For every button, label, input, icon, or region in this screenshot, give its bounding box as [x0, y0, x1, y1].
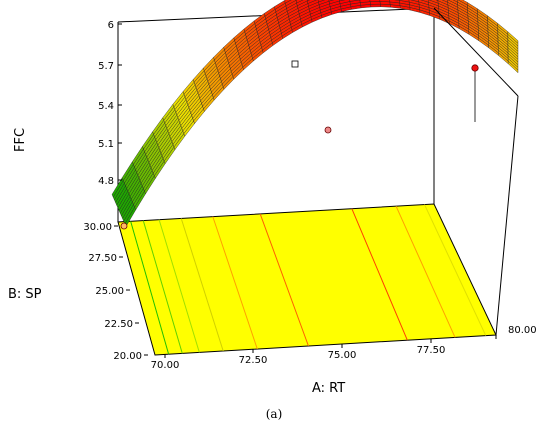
surface-patch: [284, 0, 297, 7]
floor-contour-line: [158, 219, 200, 353]
floor-contour-line: [395, 205, 456, 338]
floor-plane: [117, 203, 497, 356]
y-tick-label: 25.00: [95, 286, 124, 297]
z-axis-title: FFC: [13, 128, 28, 152]
surface-patch: [328, 0, 334, 2]
y-tick-label: 22.50: [104, 319, 133, 330]
y-tick-label: 20.00: [113, 351, 142, 362]
surface-patch: [284, 0, 292, 4]
axis-ticks: 6 5.7 5.4 5.1 4.8 20.00 22.50 25.00 27.50 30.00 70…: [83, 20, 536, 371]
floor-contour-line: [142, 220, 183, 354]
surface-patch: [369, 0, 381, 2]
surface-patch: [339, 0, 351, 4]
floor-contour-line: [424, 204, 487, 336]
floor-contour-line: [212, 216, 258, 350]
surface-patch: [296, 0, 308, 6]
z-tick-label: 5.7: [98, 61, 114, 72]
z-tick-label: 4.8: [98, 176, 114, 187]
z-tick-label: 6: [108, 20, 114, 31]
y-tick-label: 30.00: [83, 222, 112, 233]
surface-patch: [420, 0, 429, 3]
design-point: [291, 60, 299, 68]
surface-patch: [369, 1, 381, 5]
surface-patch: [507, 31, 519, 44]
floor-contour-line: [351, 208, 408, 341]
x-tick-label: 80.00: [508, 325, 537, 336]
x-tick-label: 75.00: [328, 350, 357, 361]
surface-patch: [349, 0, 361, 5]
surface-patch: [339, 0, 345, 2]
box-edge-front-right: [495, 95, 519, 336]
x-tick-label: 72.50: [239, 355, 268, 366]
response-surface: [111, 0, 519, 227]
x-tick-label: 70.00: [151, 360, 180, 371]
surface-patch: [307, 0, 319, 7]
floor-contour-line: [130, 221, 170, 355]
plot-box-front: [433, 7, 519, 336]
floor-contour-line: [180, 218, 224, 352]
z-tick-label: 5.4: [98, 101, 114, 112]
design-point: [120, 222, 128, 230]
surface-patch: [441, 0, 448, 3]
surface-patch: [317, 0, 325, 3]
surface-patch: [295, 0, 304, 4]
surface-patch: [359, 0, 371, 3]
figure-caption: (a): [266, 407, 283, 421]
surface-patch: [410, 0, 420, 3]
y-axis-title: B: SP: [8, 287, 42, 302]
box-edge-top-right: [433, 7, 519, 97]
surface-patch: [306, 0, 310, 2]
y-tick-label: 27.50: [88, 253, 117, 264]
x-axis-title: A: RT: [312, 381, 345, 396]
surface-patch: [435, 0, 439, 1]
design-points: [120, 60, 479, 230]
x-tick-label: 77.50: [417, 345, 446, 356]
surface-patch: [379, 0, 391, 3]
design-point: [324, 126, 332, 134]
surface-patch: [452, 0, 458, 3]
contour-floor: [117, 203, 497, 356]
z-tick-label: 5.1: [98, 139, 114, 150]
floor-contour-line: [259, 213, 309, 347]
design-point: [471, 64, 479, 72]
surface-patch: [399, 0, 410, 3]
surface-patch: [370, 3, 382, 8]
surface-patch: [307, 0, 317, 4]
surface-patch: [349, 0, 361, 2]
surface-patch: [328, 0, 340, 5]
